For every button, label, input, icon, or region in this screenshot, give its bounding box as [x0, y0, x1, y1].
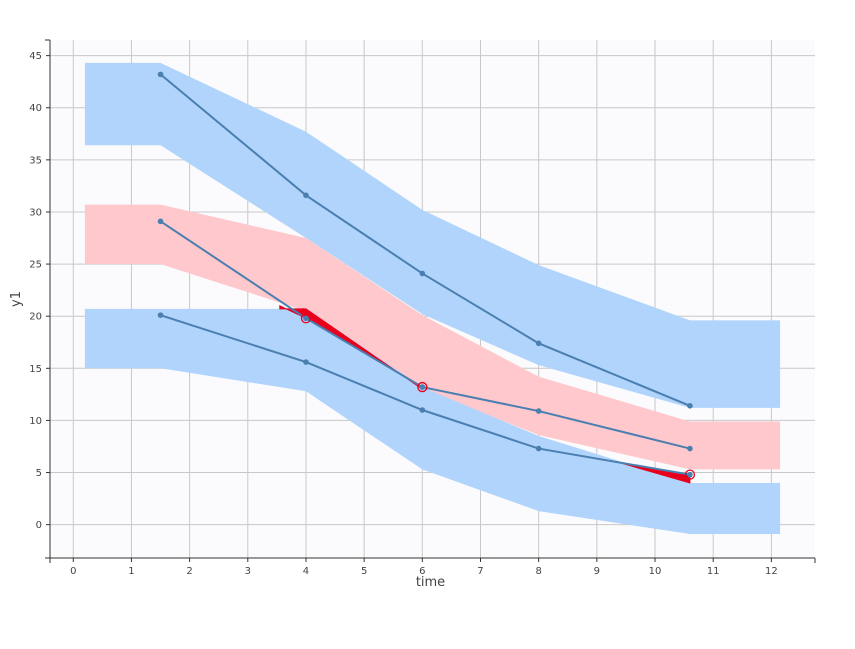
upper-percentile-point	[419, 270, 426, 277]
y-tick-label: 5	[36, 468, 42, 479]
lower-percentile-point	[535, 445, 542, 452]
lower-percentile-point	[157, 312, 164, 318]
y-tick-label: 20	[29, 312, 42, 323]
x-tick-label: 2	[186, 566, 192, 577]
median-point	[535, 408, 542, 414]
y-tick-label: 30	[29, 207, 42, 218]
lower-percentile-point	[687, 471, 693, 478]
upper-percentile-band	[84, 62, 781, 408]
y-tick-label: 15	[29, 364, 42, 375]
outlier-marker	[684, 469, 696, 480]
outlier-marker	[300, 313, 312, 324]
x-tick-label: 0	[70, 566, 76, 577]
x-tick-label: 3	[245, 566, 251, 577]
x-tick-label: 5	[361, 566, 367, 577]
x-tick-label: 9	[594, 566, 600, 577]
y-tick-label: 35	[29, 155, 42, 166]
median-band	[84, 204, 781, 470]
y-tick-label: 45	[29, 51, 42, 62]
x-tick-label: 12	[765, 566, 778, 577]
x-tick-label: 4	[303, 566, 309, 577]
y-axis-label: y1	[9, 291, 24, 307]
x-tick-label: 11	[707, 566, 720, 577]
x-tick-label: 1	[128, 566, 134, 577]
x-axis-label: time	[416, 575, 445, 590]
median-point	[157, 218, 164, 225]
upper-percentile-point	[303, 192, 309, 199]
x-tick-label: 8	[535, 566, 541, 577]
upper-percentile-point	[687, 403, 693, 409]
x-tick-label: 7	[477, 566, 483, 577]
median-point	[687, 445, 693, 452]
y-tick-label: 0	[36, 520, 42, 531]
upper-percentile-point	[535, 340, 542, 347]
prediction-bands	[84, 62, 781, 535]
upper-percentile-point	[157, 71, 164, 78]
lower-percentile-point	[419, 407, 426, 413]
median-point	[419, 384, 426, 390]
lower-percentile-band	[84, 308, 781, 535]
series-lines	[157, 71, 696, 480]
x-tick-label: 10	[649, 566, 662, 577]
outlier-marker	[417, 381, 428, 393]
y-tick-label: 25	[29, 260, 42, 271]
lower-percentile-point	[303, 359, 309, 365]
x-tick-label: 6	[419, 566, 425, 577]
median-point	[303, 315, 309, 322]
y-tick-label: 10	[29, 416, 42, 427]
y-tick-label: 40	[29, 103, 42, 114]
